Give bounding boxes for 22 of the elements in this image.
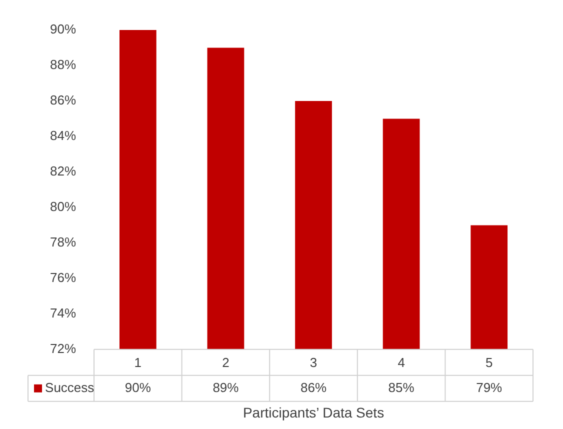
y-tick-label: 86%	[50, 92, 76, 108]
y-tick-label: 76%	[50, 270, 76, 285]
y-tick-label: 78%	[50, 234, 76, 250]
x-tick-label: 5	[485, 354, 493, 370]
data-label: 89%	[212, 380, 240, 395]
legend-label: Success	[45, 380, 95, 395]
x-tick-label: 2	[222, 354, 230, 370]
data-label: 85%	[388, 380, 415, 395]
x-tick-label: 1	[134, 354, 142, 370]
y-tick-label: 88%	[50, 57, 76, 72]
data-label: 86%	[300, 380, 327, 395]
data-label: 90%	[124, 380, 152, 395]
y-tick-label: 74%	[50, 305, 76, 320]
data-label: 79%	[476, 380, 503, 395]
y-tick-label: 90%	[50, 22, 76, 37]
y-tick-label: 80%	[50, 199, 76, 214]
y-tick-label: 84%	[50, 128, 76, 144]
x-tick-label: 4	[398, 354, 405, 370]
y-tick-label: 82%	[50, 164, 76, 179]
x-axis-title: Participants’ Data Sets	[242, 404, 384, 420]
x-tick-label: 3	[310, 354, 318, 370]
y-tick-label: 72%	[50, 340, 76, 356]
